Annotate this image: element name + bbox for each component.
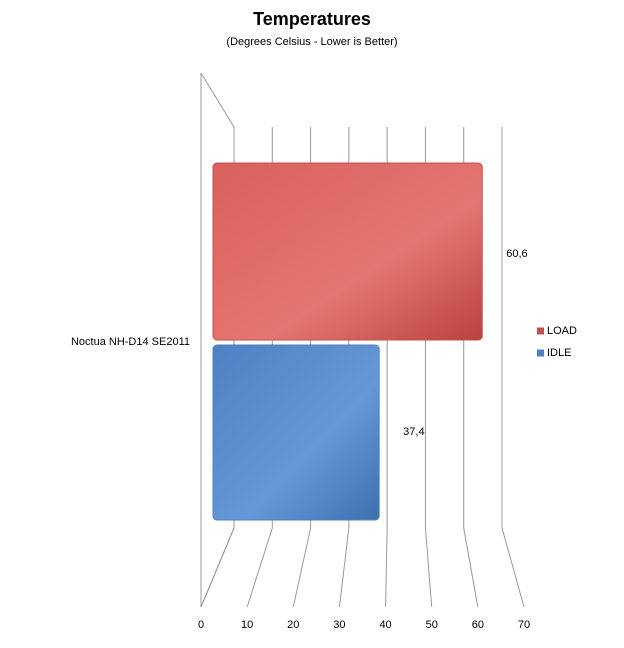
legend-swatch <box>537 349 544 357</box>
x-tick-label: 50 <box>426 619 438 631</box>
x-tick-label: 10 <box>241 619 253 631</box>
bar <box>212 344 380 521</box>
value-label: 60,6 <box>506 248 527 260</box>
grid-line <box>501 127 525 608</box>
x-tick-label: 20 <box>287 619 299 631</box>
x-tick-label: 0 <box>198 619 204 631</box>
chart-title: Temperatures <box>253 9 371 29</box>
bar <box>212 162 483 341</box>
legend-swatch <box>537 327 544 335</box>
x-tick-label: 70 <box>518 619 530 631</box>
chart-subtitle: (Degrees Celsius - Lower is Better) <box>226 36 397 48</box>
value-label: 37,4 <box>403 426 424 438</box>
category-label: Noctua NH-D14 SE2011 <box>71 336 190 348</box>
legend-label: LOAD <box>547 325 577 337</box>
legend-label: IDLE <box>547 347 571 359</box>
x-tick-label: 40 <box>379 619 391 631</box>
x-tick-label: 60 <box>472 619 484 631</box>
x-tick-label: 30 <box>333 619 345 631</box>
